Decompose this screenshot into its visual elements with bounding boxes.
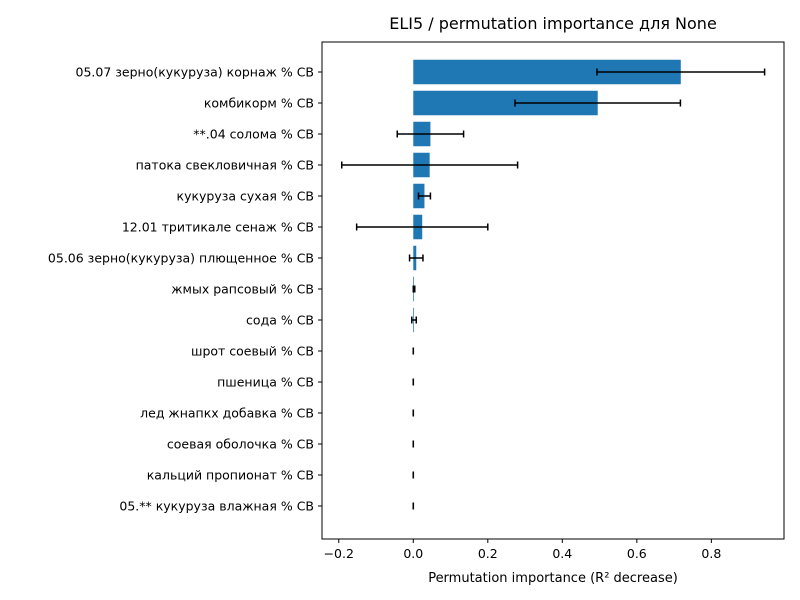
y-tick-label: шрот соевый % СВ bbox=[191, 344, 314, 359]
x-tick-label: 0.6 bbox=[627, 546, 647, 561]
bars-group bbox=[413, 59, 681, 333]
error-bar bbox=[596, 68, 766, 76]
chart-title: ELI5 / permutation importance для None bbox=[389, 14, 717, 33]
x-tick-label: 0.4 bbox=[552, 546, 572, 561]
error-bar bbox=[340, 161, 519, 169]
error-bars-group bbox=[340, 68, 766, 510]
y-tick-label: кальций пропионат % СВ bbox=[147, 468, 314, 483]
x-tick-label: 0.0 bbox=[403, 546, 423, 561]
y-tick-label: жмых рапсовый % СВ bbox=[171, 282, 314, 297]
y-tick-label: 05.06 зерно(кукуруза) плющенное % СВ bbox=[48, 251, 314, 266]
x-tick-label: −0.2 bbox=[324, 546, 354, 561]
plot-frame bbox=[321, 41, 785, 540]
error-bar bbox=[514, 99, 682, 107]
error-bar bbox=[408, 254, 424, 262]
y-tick-label: 05.07 зерно(кукуруза) корнаж % СВ bbox=[76, 65, 314, 80]
x-tick-label: 0.2 bbox=[478, 546, 498, 561]
y-tick-label: соевая оболочка % СВ bbox=[167, 437, 314, 452]
x-axis-label: Permutation importance (R² decrease) bbox=[428, 571, 678, 586]
x-axis: −0.2 0.0 0.2 0.4 0.6 0.8 bbox=[324, 539, 721, 561]
y-tick-label: 05.** кукуруза влажная % СВ bbox=[119, 499, 314, 514]
y-tick-label: пшеница % СВ bbox=[217, 375, 314, 390]
y-tick-label: 12.01 тритикале сенаж % СВ bbox=[122, 220, 314, 235]
y-tick-label: патока свекловичная % СВ bbox=[136, 158, 314, 173]
y-tick-label: лед жнапкх добавка % СВ bbox=[140, 406, 314, 421]
error-bar bbox=[411, 316, 418, 324]
y-tick-label: комбикорм % СВ bbox=[204, 96, 314, 111]
y-tick-label: кукуруза сухая % СВ bbox=[177, 189, 314, 204]
error-bar bbox=[412, 285, 416, 293]
y-tick-label: **.04 солома % СВ bbox=[193, 127, 314, 142]
error-bar bbox=[355, 223, 489, 231]
error-bar bbox=[396, 130, 465, 138]
y-axis: 05.07 зерно(кукуруза) корнаж % СВ комбико… bbox=[48, 65, 322, 514]
error-bar bbox=[417, 192, 432, 200]
y-tick-label: сода % СВ bbox=[246, 313, 314, 328]
x-tick-label: 0.8 bbox=[701, 546, 721, 561]
